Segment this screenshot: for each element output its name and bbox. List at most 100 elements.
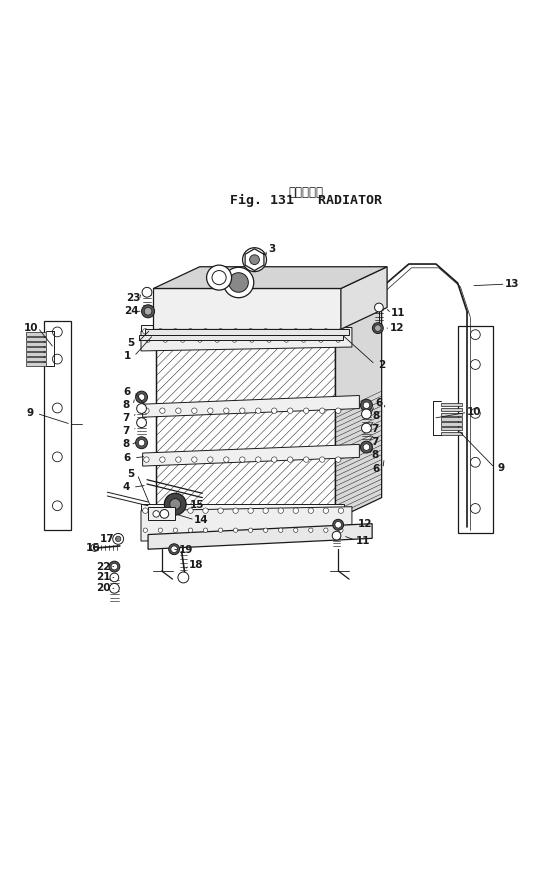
Text: 20: 20 — [96, 583, 111, 593]
Text: 7: 7 — [371, 437, 379, 447]
Circle shape — [153, 510, 159, 517]
Circle shape — [248, 508, 253, 514]
Circle shape — [271, 408, 277, 413]
Text: 17: 17 — [100, 534, 115, 544]
Circle shape — [192, 408, 197, 413]
Circle shape — [304, 457, 309, 462]
Text: 8: 8 — [372, 411, 380, 421]
Circle shape — [52, 501, 62, 510]
Circle shape — [115, 536, 121, 541]
Polygon shape — [153, 267, 387, 288]
Circle shape — [232, 338, 236, 343]
Text: 23: 23 — [126, 293, 141, 302]
Polygon shape — [441, 417, 462, 421]
Text: 7: 7 — [123, 413, 130, 423]
Circle shape — [263, 508, 269, 514]
Text: 6: 6 — [372, 464, 380, 474]
Text: 14: 14 — [194, 515, 209, 524]
Circle shape — [170, 499, 181, 509]
Circle shape — [332, 532, 341, 540]
Polygon shape — [458, 326, 493, 533]
Circle shape — [164, 493, 186, 515]
Polygon shape — [441, 412, 462, 416]
Circle shape — [144, 308, 152, 315]
Circle shape — [224, 457, 229, 462]
Text: 19: 19 — [179, 545, 193, 556]
Polygon shape — [156, 329, 335, 519]
Circle shape — [143, 328, 148, 334]
Circle shape — [141, 305, 155, 318]
Circle shape — [142, 287, 152, 297]
Text: 12: 12 — [390, 323, 404, 333]
Circle shape — [278, 508, 283, 514]
Polygon shape — [141, 327, 352, 351]
Circle shape — [188, 528, 193, 533]
Circle shape — [143, 528, 147, 533]
Circle shape — [256, 408, 261, 413]
Text: 9: 9 — [497, 463, 505, 473]
Circle shape — [159, 408, 165, 413]
Polygon shape — [148, 508, 175, 520]
Circle shape — [173, 508, 178, 514]
Circle shape — [203, 508, 208, 514]
Polygon shape — [26, 333, 46, 335]
Circle shape — [319, 457, 325, 462]
Circle shape — [278, 528, 283, 533]
Circle shape — [250, 255, 259, 265]
Circle shape — [144, 408, 149, 413]
Polygon shape — [141, 507, 352, 541]
Circle shape — [278, 328, 283, 334]
Polygon shape — [26, 337, 46, 341]
Text: 6: 6 — [124, 386, 131, 397]
Circle shape — [248, 328, 253, 334]
Circle shape — [158, 508, 163, 514]
Polygon shape — [141, 504, 343, 534]
Polygon shape — [341, 267, 387, 329]
Circle shape — [294, 528, 298, 533]
Circle shape — [264, 528, 268, 533]
Circle shape — [171, 546, 177, 552]
Text: ラジエータ: ラジエータ — [288, 186, 323, 199]
Circle shape — [324, 528, 328, 533]
Text: 6: 6 — [375, 398, 383, 408]
Text: 10: 10 — [24, 323, 39, 333]
Text: 1: 1 — [124, 351, 131, 361]
Circle shape — [319, 338, 323, 343]
Polygon shape — [139, 334, 342, 340]
Circle shape — [203, 528, 207, 533]
Circle shape — [256, 457, 261, 462]
Circle shape — [111, 564, 117, 570]
Circle shape — [203, 328, 208, 334]
Text: 7: 7 — [371, 424, 379, 434]
Circle shape — [319, 408, 325, 413]
Circle shape — [110, 574, 118, 582]
Polygon shape — [26, 362, 46, 366]
Circle shape — [293, 328, 299, 334]
Circle shape — [215, 338, 219, 343]
Circle shape — [304, 408, 309, 413]
Circle shape — [333, 519, 343, 530]
Circle shape — [360, 400, 372, 411]
Text: 4: 4 — [123, 483, 130, 492]
Text: 16: 16 — [85, 543, 100, 553]
Circle shape — [207, 457, 213, 462]
Polygon shape — [441, 408, 462, 411]
Circle shape — [288, 408, 293, 413]
Polygon shape — [441, 427, 462, 430]
Polygon shape — [153, 288, 341, 329]
Circle shape — [188, 508, 193, 514]
Circle shape — [363, 402, 370, 409]
Polygon shape — [44, 321, 71, 530]
Circle shape — [363, 444, 370, 450]
Circle shape — [271, 457, 277, 462]
Circle shape — [192, 457, 197, 462]
Circle shape — [218, 528, 223, 533]
Circle shape — [323, 328, 329, 334]
Text: 6: 6 — [124, 453, 131, 463]
Text: 5: 5 — [127, 469, 134, 479]
Circle shape — [176, 408, 181, 413]
Circle shape — [113, 533, 123, 544]
Polygon shape — [26, 347, 46, 351]
Circle shape — [471, 458, 480, 467]
Circle shape — [308, 508, 313, 514]
